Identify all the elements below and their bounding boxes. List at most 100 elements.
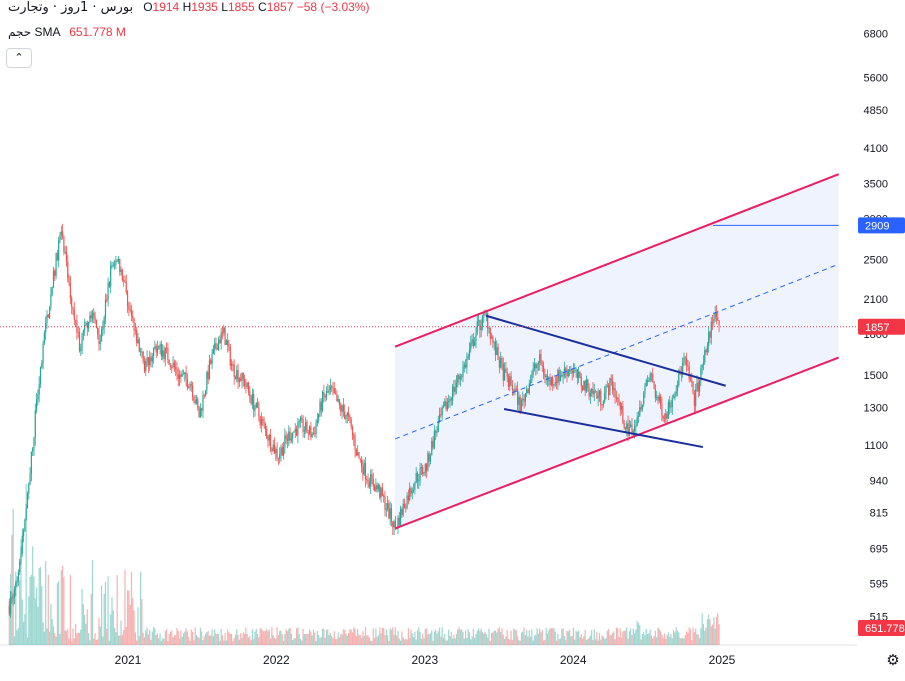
volume-bar — [323, 628, 325, 645]
candle-body — [267, 437, 269, 441]
volume-bar — [402, 637, 404, 645]
volume-bar — [574, 639, 576, 645]
candle-body — [584, 381, 586, 392]
candle-body — [219, 339, 221, 344]
x-tick-2022: 2022 — [263, 653, 290, 667]
candle-body — [164, 347, 166, 359]
candle-body — [605, 386, 607, 393]
candle-body — [492, 336, 494, 343]
volume-bar — [691, 640, 693, 645]
candle-body — [546, 375, 549, 381]
candle-body — [273, 444, 276, 454]
candle-body — [518, 396, 520, 406]
candle-body — [84, 324, 86, 331]
candle-body — [276, 448, 278, 458]
candle-body — [234, 377, 237, 380]
candle-body — [176, 369, 178, 375]
candle-body — [238, 378, 240, 382]
volume-bar — [592, 639, 594, 645]
volume-bar — [126, 590, 129, 645]
volume-bar — [191, 632, 194, 645]
channel-mid-line[interactable] — [394, 263, 839, 440]
volume-bar — [406, 639, 408, 645]
volume-bar — [147, 634, 149, 645]
volume-bar — [212, 636, 214, 645]
candle-body — [333, 388, 335, 394]
volume-bar — [120, 620, 122, 645]
volume-bar — [440, 636, 442, 645]
candle-body — [232, 363, 234, 365]
candle-body — [159, 344, 161, 347]
candle-body — [225, 340, 227, 345]
volume-bar — [526, 630, 528, 645]
candle-body — [155, 346, 157, 353]
volume-bar — [545, 628, 547, 645]
candle-body — [636, 417, 638, 426]
volume-bar — [542, 640, 545, 645]
volume-bar — [689, 629, 692, 645]
chart-settings-button[interactable]: ⚙ — [884, 651, 902, 669]
candle-body — [526, 389, 528, 394]
volume-bar — [444, 634, 446, 645]
candle-body — [87, 321, 90, 329]
volume-bar — [619, 628, 621, 645]
candle-body — [22, 531, 25, 536]
candle-body — [635, 425, 637, 427]
candle-body — [406, 495, 408, 508]
candle-body — [570, 370, 572, 372]
candle-body — [158, 346, 160, 349]
volume-bar — [606, 630, 608, 645]
candle-body — [656, 397, 658, 398]
candle-body — [110, 265, 112, 287]
channel-upper-line[interactable] — [394, 173, 840, 348]
candle-body — [462, 367, 464, 377]
volume-bar — [579, 637, 581, 645]
low-value: 1855 — [227, 0, 255, 14]
candle-body — [126, 292, 129, 306]
volume-bar — [71, 640, 73, 645]
volume-bar — [451, 638, 454, 645]
trend-line-lower[interactable] — [503, 408, 704, 449]
volume-bar — [401, 631, 403, 645]
candle-body — [689, 379, 692, 381]
volume-bar — [380, 633, 382, 645]
volume-bar — [181, 636, 183, 645]
candle-body — [199, 408, 201, 418]
candle-body — [247, 382, 250, 391]
volume-bar — [501, 628, 503, 645]
volume-bar — [87, 633, 90, 645]
candle-body — [539, 354, 541, 363]
volume-bar — [250, 640, 252, 645]
volume-bar — [130, 571, 133, 645]
channel-lower-line[interactable] — [394, 356, 840, 530]
volume-bar — [210, 635, 212, 645]
candle-body — [108, 282, 110, 287]
candle-body — [111, 265, 113, 267]
candle-body — [338, 399, 341, 406]
candle-body — [94, 316, 96, 321]
candle-body — [43, 332, 45, 344]
volume-bar — [81, 589, 83, 645]
candle-body — [100, 329, 103, 342]
volume-bar — [445, 640, 447, 645]
candle-body — [360, 459, 363, 467]
trend-line-upper[interactable] — [485, 314, 726, 387]
candle-body — [646, 380, 649, 382]
candle-body — [415, 473, 417, 484]
candle-body — [397, 517, 399, 529]
volume-bar — [605, 638, 607, 645]
volume-bar — [185, 628, 187, 645]
volume-bar — [514, 629, 516, 645]
volume-bar — [568, 629, 571, 645]
volume-bar — [312, 629, 315, 645]
volume-bar — [669, 636, 671, 645]
volume-bar — [260, 629, 263, 645]
volume-bar — [13, 636, 16, 645]
volume-bar — [125, 627, 127, 645]
volume-bar — [656, 637, 658, 645]
volume-bar — [354, 628, 356, 645]
volume-bar — [435, 629, 437, 645]
collapse-legend-button[interactable]: ⌃ — [6, 48, 32, 68]
volume-bar — [246, 633, 248, 645]
